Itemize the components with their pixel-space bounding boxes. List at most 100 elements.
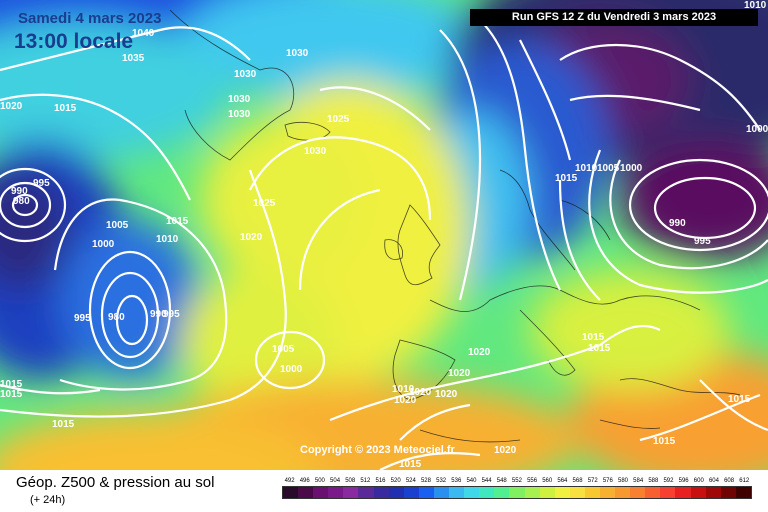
model-run-info: Run GFS 12 Z du Vendredi 3 mars 2023 xyxy=(470,9,758,26)
isobar-label: 1015 xyxy=(0,389,23,400)
isobar-label: 1020 xyxy=(448,368,471,379)
isobar-label: 1010 xyxy=(392,384,415,395)
scale-swatch xyxy=(433,487,450,498)
scale-swatch xyxy=(599,487,616,498)
isobar-label: 1015 xyxy=(588,343,611,354)
scale-value-label: 512 xyxy=(360,478,371,484)
isobar-label: 1025 xyxy=(327,114,350,125)
isobar-label: 1015 xyxy=(555,173,578,184)
scale-swatch xyxy=(343,487,359,498)
forecast-lead-time: (+ 24h) xyxy=(30,494,66,506)
scale-swatch xyxy=(735,487,751,498)
scale-swatch xyxy=(479,487,495,498)
scale-value-label: 592 xyxy=(663,478,674,484)
isobar-label: 1020 xyxy=(240,232,263,243)
scale-value-label: 540 xyxy=(466,478,477,484)
scale-swatch xyxy=(720,487,736,498)
isobar-label: 1000 xyxy=(746,124,768,135)
isobar-label: 1015 xyxy=(582,332,605,343)
isobar-label: 995 xyxy=(74,313,91,324)
scale-value-label: 536 xyxy=(451,478,462,484)
isobar-label: 1015 xyxy=(728,394,751,405)
isobar-label: 995 xyxy=(163,309,180,320)
scale-swatch xyxy=(449,487,465,498)
scale-value-label: 516 xyxy=(375,478,386,484)
scale-swatch xyxy=(645,487,661,498)
isobar-label: 1010 xyxy=(156,234,179,245)
scale-value-label: 576 xyxy=(602,478,613,484)
scale-swatch xyxy=(660,487,676,498)
isobar-label: 990 xyxy=(669,218,686,229)
scale-value-label: 596 xyxy=(678,478,689,484)
isobar-label: 1020 xyxy=(0,101,23,112)
isobar-label: 1020 xyxy=(394,395,417,406)
scale-value-label: 504 xyxy=(330,478,341,484)
scale-value-label: 532 xyxy=(436,478,447,484)
isobar-label: 1000 xyxy=(620,163,643,174)
scale-swatch xyxy=(328,487,344,498)
scale-value-label: 520 xyxy=(390,478,401,484)
scale-swatch xyxy=(539,487,555,498)
scale-value-label: 552 xyxy=(511,478,522,484)
scale-value-label: 584 xyxy=(633,478,644,484)
color-scale-labels: 492 496 500 504 508 512 516 520 524 528 532 536 540 5… xyxy=(282,478,752,484)
scale-value-label: 544 xyxy=(481,478,492,484)
scale-value-label: 612 xyxy=(739,478,750,484)
isobar-label: 1030 xyxy=(286,48,309,59)
scale-value-label: 568 xyxy=(572,478,583,484)
isobar-label: 1020 xyxy=(435,389,458,400)
scale-value-label: 564 xyxy=(557,478,568,484)
coastlines xyxy=(169,9,741,443)
scale-swatch xyxy=(569,487,585,498)
isobar-label: 980 xyxy=(108,312,125,323)
scale-value-label: 492 xyxy=(284,478,295,484)
scale-swatch xyxy=(358,487,374,498)
map-product-title: Géop. Z500 & pression au sol xyxy=(16,474,215,491)
forecast-local-time: 13:00 locale xyxy=(14,30,134,53)
isobar-label: 1030 xyxy=(304,146,327,157)
scale-value-label: 608 xyxy=(724,478,735,484)
isobar-label: 1000 xyxy=(280,364,303,375)
isobar-label: 1015 xyxy=(52,419,75,430)
scale-swatch xyxy=(524,487,540,498)
scale-swatch xyxy=(584,487,600,498)
scale-swatch xyxy=(403,487,419,498)
isobar-label: 1020 xyxy=(468,347,491,358)
scale-swatch xyxy=(554,487,570,498)
scale-swatch xyxy=(615,487,631,498)
scale-swatch xyxy=(494,487,510,498)
scale-value-label: 604 xyxy=(708,478,719,484)
geopotential-field xyxy=(0,0,768,470)
scale-value-label: 508 xyxy=(345,478,356,484)
isobar-label: 1030 xyxy=(228,109,251,120)
isobar-label: 1010 xyxy=(744,0,767,11)
scale-value-label: 572 xyxy=(587,478,598,484)
scale-swatch xyxy=(675,487,691,498)
scale-value-label: 600 xyxy=(693,478,704,484)
scale-swatch xyxy=(388,487,404,498)
scale-value-label: 496 xyxy=(299,478,310,484)
isobar-label: 980 xyxy=(13,196,30,207)
isobar-label: 1015 xyxy=(166,216,189,227)
isobar-label: 990 xyxy=(150,309,167,320)
isobar-label: 1020 xyxy=(409,387,432,398)
weather-map xyxy=(0,0,768,470)
scale-swatch xyxy=(373,487,389,498)
isobar-label: 1010 xyxy=(575,163,598,174)
scale-swatch xyxy=(298,487,314,498)
scale-value-label: 528 xyxy=(420,478,431,484)
isobar-label: 1005 xyxy=(597,163,620,174)
isobar-label: 995 xyxy=(694,236,711,247)
isobar-label: 990 xyxy=(11,186,28,197)
scale-swatch xyxy=(418,487,434,498)
scale-swatch xyxy=(705,487,721,498)
scale-swatch xyxy=(283,487,299,498)
isobar-label: 1000 xyxy=(92,239,115,250)
isobar-label: 1035 xyxy=(122,53,145,64)
scale-value-label: 500 xyxy=(314,478,325,484)
color-scale-legend: 492 496 500 504 508 512 516 520 524 528 532 536 540 5… xyxy=(282,478,752,499)
isobar-label: 1005 xyxy=(272,344,295,355)
scale-value-label: 580 xyxy=(618,478,629,484)
isobar-label: 1005 xyxy=(106,220,129,231)
isobar-label: 1030 xyxy=(234,69,257,80)
